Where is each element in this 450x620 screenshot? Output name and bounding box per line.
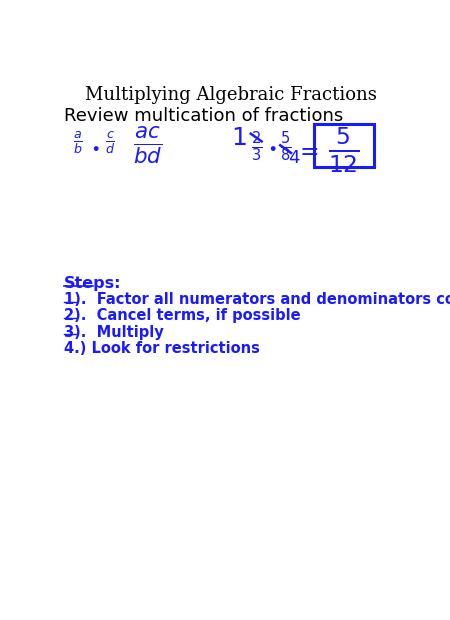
Text: Steps:: Steps: [64,276,122,291]
Text: 4.) Look for restrictions: 4.) Look for restrictions [64,341,260,356]
Text: $\bullet$: $\bullet$ [90,138,100,156]
Text: Multiplying Algebraic Fractions: Multiplying Algebraic Fractions [85,86,377,104]
Text: 1).  Factor all numerators and denominators completely: 1). Factor all numerators and denominato… [64,292,450,308]
Text: $=$: $=$ [295,138,319,162]
Text: 3).  Multiply: 3). Multiply [64,325,164,340]
Text: $\frac{2}{3}$: $\frac{2}{3}$ [251,130,262,164]
Text: $\frac{c}{d}$: $\frac{c}{d}$ [105,130,116,156]
Text: $\frac{5}{8}$: $\frac{5}{8}$ [280,130,291,164]
Text: $\frac{5}{12}$: $\frac{5}{12}$ [328,126,360,175]
Text: $\frac{a}{b}$: $\frac{a}{b}$ [73,130,83,156]
Text: $4$: $4$ [288,149,301,167]
Text: $\frac{ac}{bd}$: $\frac{ac}{bd}$ [133,125,162,166]
Text: 2).  Cancel terms, if possible: 2). Cancel terms, if possible [64,309,301,324]
Text: $1$: $1$ [230,126,246,150]
Text: Review multication of fractions: Review multication of fractions [64,107,343,125]
Text: $\bullet$: $\bullet$ [267,138,276,156]
